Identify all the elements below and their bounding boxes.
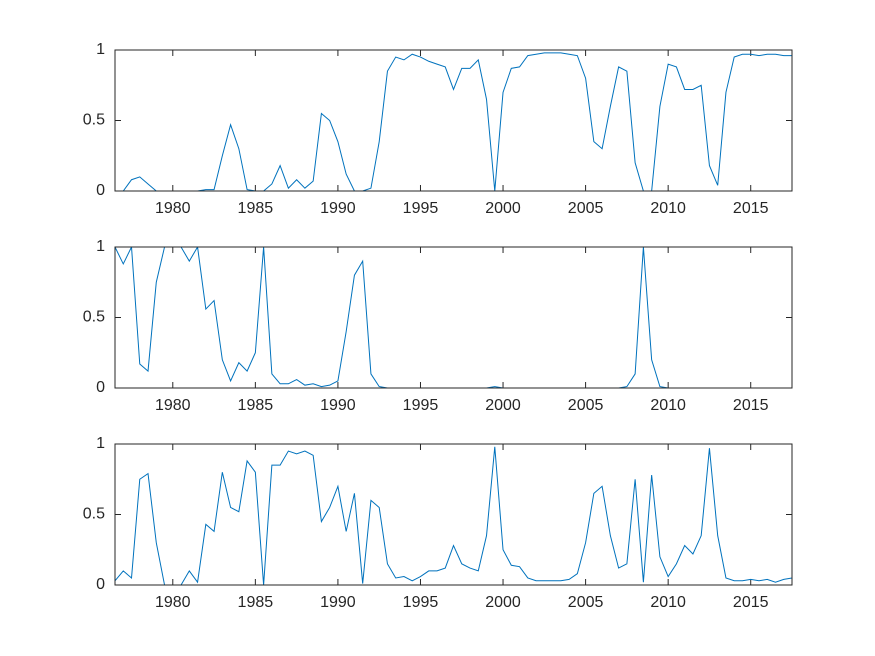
y-tick-label: 0.5 (83, 112, 105, 129)
x-tick-label: 2015 (733, 200, 769, 217)
axes-area (115, 247, 792, 388)
x-tick-label: 2015 (733, 594, 769, 611)
y-tick-label: 1 (96, 435, 105, 452)
x-tick-label: 2005 (568, 200, 604, 217)
x-tick-label: 2000 (485, 594, 521, 611)
x-tick-label: 2000 (485, 200, 521, 217)
y-tick-label: 0 (96, 576, 105, 593)
x-tick-label: 1990 (320, 397, 356, 414)
x-tick-label: 1985 (238, 594, 274, 611)
x-tick-label: 1985 (238, 397, 274, 414)
axes-box (114, 443, 793, 586)
x-tick-label: 1980 (155, 594, 191, 611)
x-tick-label: 1985 (238, 200, 274, 217)
y-tick-label: 1 (96, 41, 105, 58)
x-tick-label: 1995 (403, 594, 439, 611)
axes-area (115, 50, 792, 191)
x-tick-label: 2010 (650, 594, 686, 611)
y-tick-label: 1 (96, 238, 105, 255)
y-tick-label: 0 (96, 182, 105, 199)
data-line (115, 247, 792, 388)
y-tick-label: 0.5 (83, 506, 105, 523)
x-tick-label: 2015 (733, 397, 769, 414)
x-tick-label: 1995 (403, 200, 439, 217)
y-tick-label: 0.5 (83, 309, 105, 326)
axes-box (114, 246, 793, 389)
x-tick-label: 1995 (403, 397, 439, 414)
y-tick-label: 0 (96, 379, 105, 396)
x-tick-label: 2005 (568, 594, 604, 611)
data-line (115, 52, 792, 191)
x-tick-label: 1990 (320, 200, 356, 217)
x-tick-label: 2000 (485, 397, 521, 414)
x-tick-label: 1990 (320, 594, 356, 611)
x-tick-label: 2010 (650, 200, 686, 217)
x-tick-label: 1980 (155, 200, 191, 217)
x-tick-label: 2010 (650, 397, 686, 414)
axes-box (114, 49, 793, 192)
data-line (115, 446, 792, 585)
axes-area (115, 444, 792, 585)
x-tick-label: 2005 (568, 397, 604, 414)
x-tick-label: 1980 (155, 397, 191, 414)
